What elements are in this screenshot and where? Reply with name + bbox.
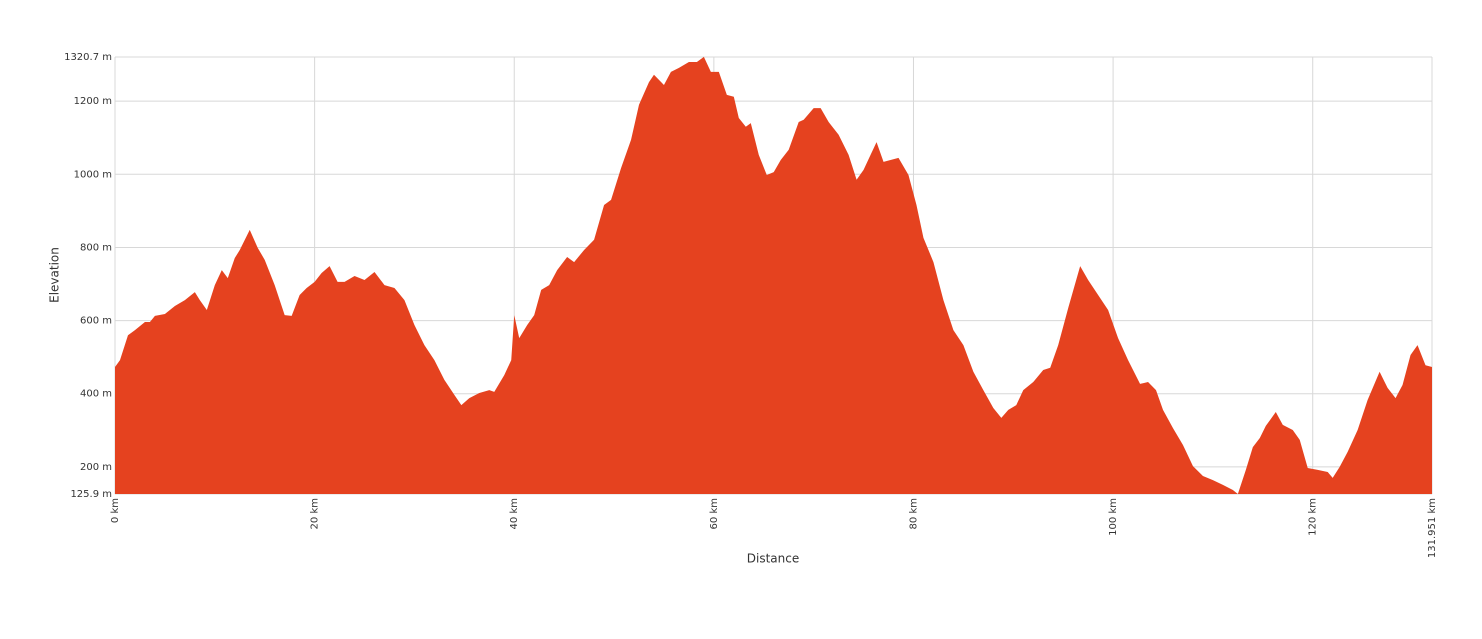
- y-axis-label: Elevation: [48, 247, 62, 303]
- x-axis-label: Distance: [747, 552, 799, 566]
- y-tick-label: 1320.7 m: [64, 52, 112, 63]
- y-tick-label: 200 m: [80, 462, 112, 473]
- x-tick-label: 60 km: [709, 498, 720, 529]
- y-tick-label: 1000 m: [74, 169, 112, 180]
- x-tick-label: 100 km: [1108, 498, 1119, 536]
- y-tick-label: 125.9 m: [70, 489, 112, 500]
- y-tick-label: 800 m: [80, 242, 112, 253]
- y-tick-label: 1200 m: [74, 96, 112, 107]
- y-tick-label: 400 m: [80, 389, 112, 400]
- x-tick-label: 40 km: [509, 498, 520, 529]
- x-tick-label: 80 km: [908, 498, 919, 529]
- x-tick-label: 20 km: [310, 498, 321, 529]
- x-tick-label: 131.951 km: [1427, 498, 1438, 558]
- x-tick-label: 120 km: [1308, 498, 1319, 536]
- y-tick-label: 600 m: [80, 316, 112, 327]
- elevation-area: [115, 56, 1432, 495]
- x-tick-label: 0 km: [110, 498, 121, 523]
